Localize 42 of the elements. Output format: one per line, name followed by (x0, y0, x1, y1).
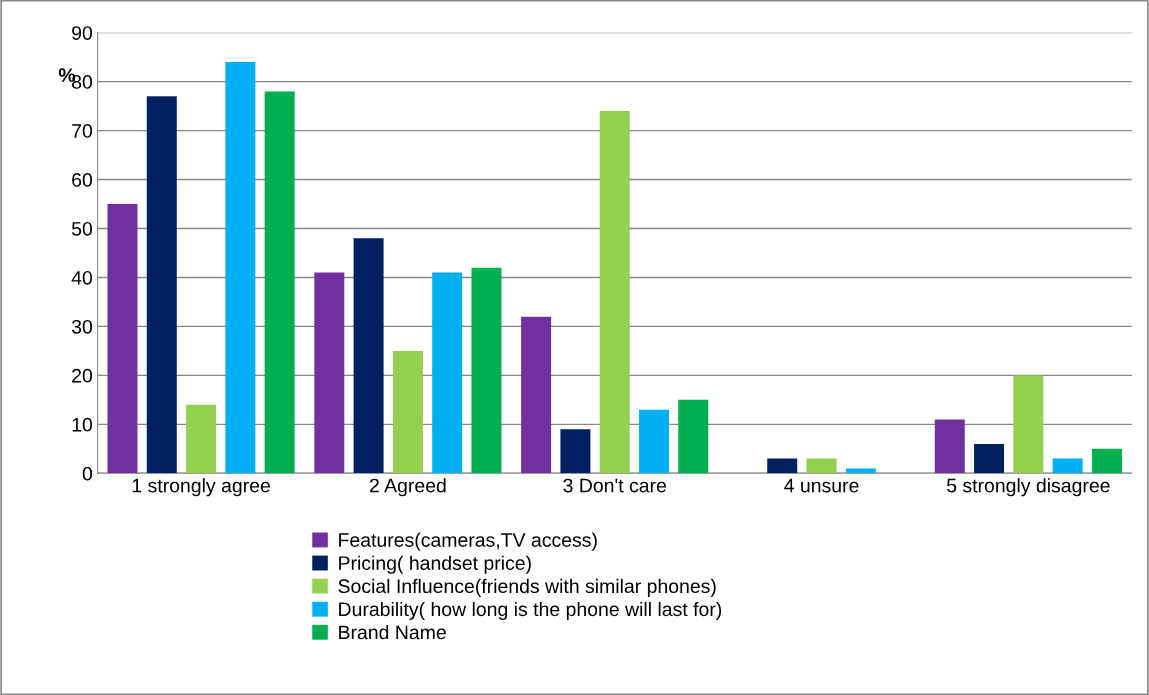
y-tick-label: 0 (82, 466, 93, 481)
bar (1052, 458, 1083, 474)
bar (392, 350, 423, 474)
y-tick-label: 40 (71, 270, 93, 285)
legend-label: Features(cameras,TV access) (339, 532, 597, 551)
bar (521, 316, 552, 474)
bar (639, 409, 670, 474)
bar (845, 468, 876, 474)
x-tick-label: 5 strongly disagree (946, 478, 1110, 497)
bar (934, 419, 965, 474)
bar (767, 458, 798, 474)
bar (1091, 448, 1122, 474)
x-tick-label: 3 Don't care (563, 478, 666, 493)
y-tick-label: 30 (71, 319, 93, 334)
bar (599, 111, 630, 474)
bar (1013, 375, 1044, 474)
y-tick-label: 20 (72, 368, 93, 383)
y-tick-label: 10 (72, 417, 93, 432)
bar (264, 91, 295, 474)
y-tick-label: 50 (71, 221, 93, 236)
bar (186, 404, 217, 474)
y-tick-label: 60 (72, 173, 93, 187)
bar (432, 272, 463, 474)
bar (107, 204, 138, 474)
bar (471, 267, 502, 474)
x-tick-label: 1 strongly agree (132, 478, 270, 497)
bar (806, 458, 837, 474)
bar (560, 429, 591, 474)
bar (678, 399, 709, 474)
bar (314, 272, 345, 474)
bar (353, 238, 384, 474)
x-tick-label: 2 Agreed (369, 478, 446, 497)
bar (225, 62, 256, 474)
legend-label: Durability( how long is the phone will last for) (339, 601, 722, 620)
y-tick-label: 90 (72, 26, 93, 40)
x-tick-label: 4 unsure (784, 478, 859, 493)
legend-label: Social Influence(friends with similar phones) (338, 578, 716, 597)
legend-label: Pricing( handset price) (339, 555, 531, 574)
legend-label: Brand Name (339, 624, 446, 640)
bar (146, 96, 177, 474)
y-tick-label: 70 (72, 124, 93, 138)
bar (974, 443, 1005, 474)
